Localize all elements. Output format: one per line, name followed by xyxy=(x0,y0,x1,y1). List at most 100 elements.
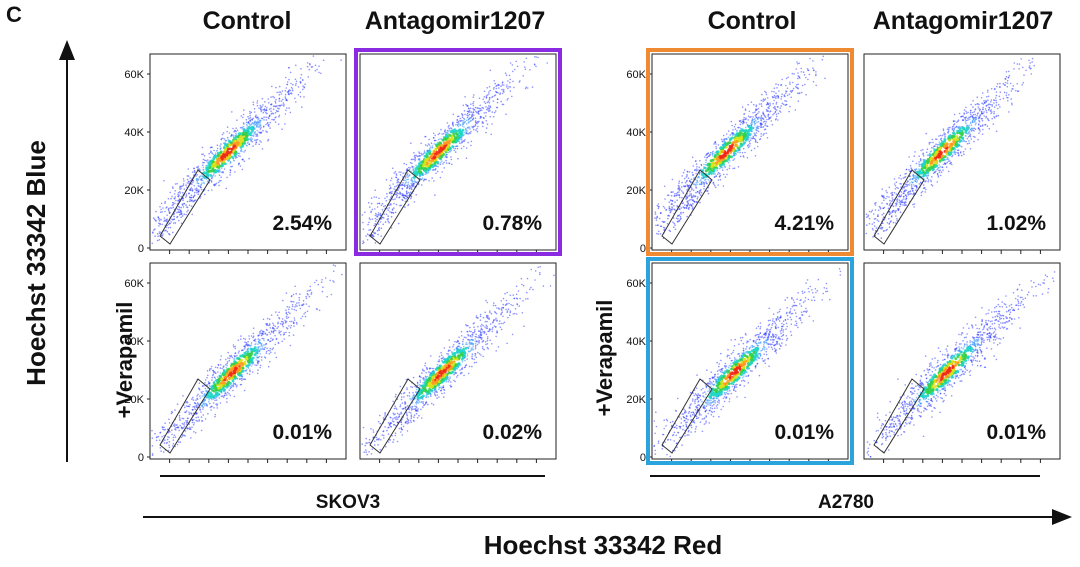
event-point xyxy=(674,228,677,231)
event-point xyxy=(324,277,327,279)
event-point xyxy=(788,110,790,113)
event-point xyxy=(749,139,752,141)
event-point xyxy=(262,344,265,346)
event-point xyxy=(279,91,282,93)
event-point xyxy=(434,388,437,391)
event-point xyxy=(376,215,378,218)
event-point xyxy=(406,405,409,407)
side-population-gate xyxy=(159,169,211,245)
event-point xyxy=(218,180,221,182)
event-point xyxy=(233,354,236,357)
event-point xyxy=(381,434,384,436)
side-population-point xyxy=(174,222,177,224)
event-point xyxy=(285,76,287,79)
event-point xyxy=(440,359,443,362)
event-point xyxy=(474,338,477,340)
event-point xyxy=(181,435,184,437)
event-point xyxy=(270,337,272,340)
event-point xyxy=(287,92,290,94)
side-population-point xyxy=(191,199,193,202)
event-point xyxy=(259,366,261,369)
event-point xyxy=(815,71,817,73)
event-point xyxy=(193,431,195,433)
event-point xyxy=(456,145,459,147)
event-point xyxy=(733,125,736,128)
event-point xyxy=(394,186,396,188)
event-point xyxy=(196,397,198,400)
event-point xyxy=(434,167,437,170)
event-point xyxy=(161,223,163,226)
event-point xyxy=(228,359,231,362)
event-point xyxy=(443,392,446,394)
event-point xyxy=(532,288,534,291)
event-point xyxy=(401,428,404,431)
event-point xyxy=(515,60,517,63)
event-point xyxy=(467,338,469,341)
side-population-point xyxy=(390,204,392,206)
event-point xyxy=(231,379,235,383)
event-point xyxy=(189,426,191,429)
event-point xyxy=(392,438,395,441)
event-point xyxy=(449,127,452,129)
event-point xyxy=(500,313,502,316)
event-point xyxy=(476,107,478,109)
event-point xyxy=(500,85,502,87)
event-point xyxy=(244,346,246,348)
event-point xyxy=(509,86,512,88)
event-point xyxy=(226,147,230,151)
event-point xyxy=(402,407,405,410)
event-point xyxy=(470,140,473,143)
event-point xyxy=(158,231,161,233)
event-point xyxy=(489,69,492,72)
event-point xyxy=(385,199,388,202)
event-point xyxy=(268,353,271,355)
event-point xyxy=(261,148,264,150)
event-point xyxy=(485,120,488,122)
event-point xyxy=(256,123,259,126)
side-population-point xyxy=(180,213,183,215)
event-point xyxy=(246,145,248,147)
event-point xyxy=(778,90,780,92)
event-point xyxy=(212,173,215,175)
event-point xyxy=(409,419,412,422)
column-header-a2780-control: Control xyxy=(708,7,797,35)
event-point xyxy=(257,346,259,349)
event-point xyxy=(481,323,483,326)
event-point xyxy=(389,421,392,424)
event-point xyxy=(191,421,194,424)
event-point xyxy=(215,182,218,185)
event-point xyxy=(180,195,182,198)
event-point xyxy=(463,345,465,348)
event-point xyxy=(656,232,658,235)
event-point xyxy=(489,89,492,92)
event-point xyxy=(272,347,275,349)
event-point xyxy=(209,174,213,177)
event-point xyxy=(454,151,457,153)
event-point xyxy=(247,121,250,124)
event-point xyxy=(393,188,395,190)
event-point xyxy=(224,139,227,142)
event-point xyxy=(440,351,442,354)
event-point xyxy=(185,204,187,206)
event-point xyxy=(454,363,458,367)
event-point xyxy=(469,132,472,134)
event-point xyxy=(438,371,442,374)
event-point xyxy=(271,348,274,351)
event-point xyxy=(468,345,471,348)
event-point xyxy=(312,55,315,57)
event-point xyxy=(241,366,245,370)
event-point xyxy=(203,181,205,184)
event-point xyxy=(253,349,257,352)
event-point xyxy=(787,76,789,79)
event-point xyxy=(471,355,473,358)
event-point xyxy=(491,111,494,113)
event-point xyxy=(278,91,280,93)
event-point xyxy=(241,126,243,129)
event-point xyxy=(243,337,245,340)
event-point xyxy=(179,191,181,193)
event-point xyxy=(486,343,489,345)
event-point xyxy=(752,116,754,118)
y-tick-label: 40K xyxy=(124,127,144,139)
event-point xyxy=(188,411,190,414)
event-point xyxy=(734,123,737,126)
